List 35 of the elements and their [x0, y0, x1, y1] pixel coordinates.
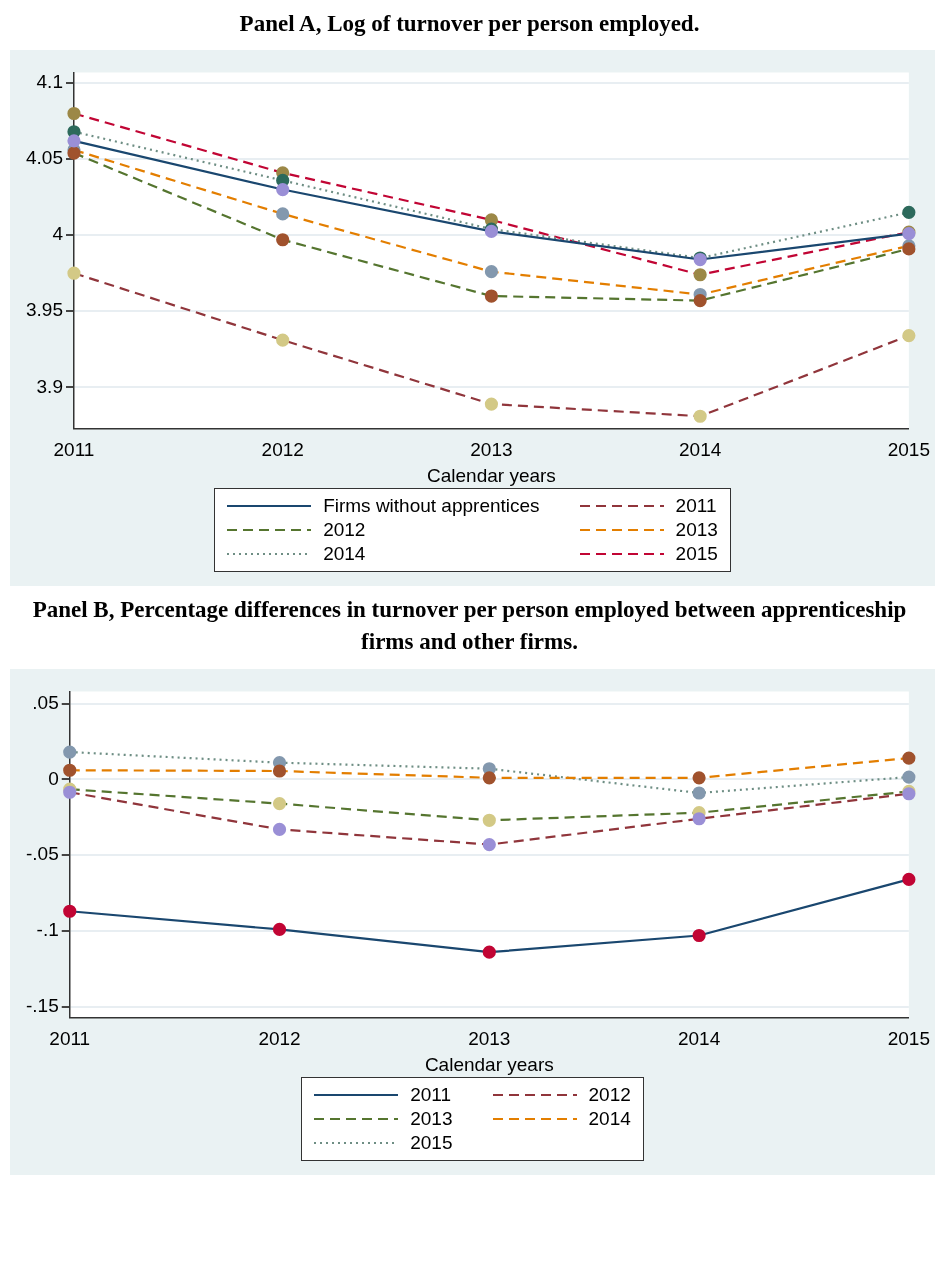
- legend-label: 2014: [323, 543, 366, 566]
- x-tick-label: 2014: [678, 439, 722, 461]
- y-tick-label: -.05: [25, 842, 59, 864]
- y-tick-label: -.1: [36, 918, 59, 940]
- x-tick-label: 2015: [887, 1027, 930, 1049]
- y-tick-label: 3.95: [25, 299, 63, 321]
- x-tick-label: 2014: [677, 1027, 721, 1049]
- legend-label: Firms without apprentices: [323, 495, 540, 518]
- x-axis-title: Calendar years: [424, 1053, 554, 1075]
- x-tick-label: 2013: [467, 1027, 510, 1049]
- legend-label: 2014: [588, 1107, 631, 1130]
- legend-label: 2011: [675, 495, 717, 518]
- x-axis-title: Calendar years: [426, 465, 556, 487]
- y-tick-label: 0: [47, 767, 59, 789]
- chart-title: Panel A, Log of turnover per person employed.: [238, 10, 701, 38]
- x-tick-label: 2012: [257, 1027, 301, 1049]
- legend-label: 2015: [675, 543, 718, 566]
- legend-label: 2015: [410, 1131, 453, 1154]
- legend-label: 2012: [323, 519, 366, 542]
- x-tick-label: 2012: [261, 439, 304, 461]
- y-tick-label: .05: [31, 691, 59, 713]
- x-tick-label: 2015: [887, 439, 930, 461]
- legend-label: 2011: [410, 1083, 452, 1106]
- x-tick-label: 2011: [53, 439, 94, 461]
- x-tick-label: 2013: [469, 439, 513, 461]
- y-tick-label: -.15: [25, 994, 59, 1016]
- y-tick-label: 4.1: [36, 71, 63, 93]
- y-tick-label: 4.05: [25, 147, 63, 169]
- chart-title: Panel B, Percentage differences in turnover per person employed between apprenticeship firms and other firms.: [31, 596, 908, 657]
- y-tick-label: 3.9: [36, 375, 63, 397]
- legend-label: 2013: [675, 519, 718, 542]
- legend-label: 2012: [588, 1083, 631, 1106]
- x-tick-label: 2011: [48, 1027, 90, 1049]
- legend-label: 2013: [410, 1107, 453, 1130]
- y-tick-label: 4: [51, 223, 63, 245]
